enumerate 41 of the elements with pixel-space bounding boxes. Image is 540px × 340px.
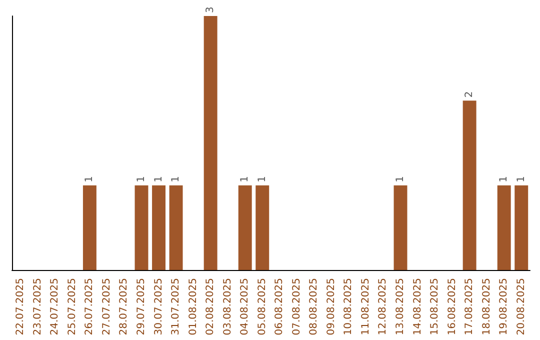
x-tick-label: 11.08.2025 xyxy=(360,278,372,336)
data-label: 2 xyxy=(464,91,476,98)
x-tick-label: 27.07.2025 xyxy=(101,278,112,336)
x-tick-label: 19.08.2025 xyxy=(498,278,510,336)
x-tick-label: 14.08.2025 xyxy=(412,278,424,336)
x-tick-label: 01.08.2025 xyxy=(188,278,199,336)
x-tick-label: 29.07.2025 xyxy=(136,278,147,336)
x-tick-label: 10.08.2025 xyxy=(343,278,354,336)
x-tick-label: 15.08.2025 xyxy=(430,278,441,336)
x-tick-label: 17.08.2025 xyxy=(464,278,476,336)
data-label: 1 xyxy=(84,176,96,182)
x-tick-label: 23.07.2025 xyxy=(32,278,44,336)
x-tick-label: 31.07.2025 xyxy=(170,278,182,336)
data-label: 1 xyxy=(240,176,251,182)
x-tick-label: 03.08.2025 xyxy=(222,278,234,336)
x-tick-label: 25.07.2025 xyxy=(66,278,78,336)
x-tick-label: 07.08.2025 xyxy=(291,278,302,336)
x-tick-label: 09.08.2025 xyxy=(326,278,337,336)
x-tick-label: 13.08.2025 xyxy=(395,278,406,336)
x-tick-label: 04.08.2025 xyxy=(240,278,251,336)
x-tick-label: 16.08.2025 xyxy=(446,278,458,336)
x-tick-label: 02.08.2025 xyxy=(205,278,216,336)
data-label: 1 xyxy=(170,176,182,182)
x-tick-label: 20.08.2025 xyxy=(516,278,527,336)
x-tick-label: 24.07.2025 xyxy=(50,278,61,336)
x-tick-label: 28.07.2025 xyxy=(118,278,130,336)
x-tick-label: 05.08.2025 xyxy=(256,278,268,336)
x-tick-label: 26.07.2025 xyxy=(84,278,96,336)
data-label: 3 xyxy=(205,6,216,13)
x-tick-label: 12.08.2025 xyxy=(378,278,389,336)
data-label: 1 xyxy=(395,176,406,182)
data-label: 1 xyxy=(153,176,164,182)
x-tick-label: 30.07.2025 xyxy=(153,278,164,336)
x-tick-label: 08.08.2025 xyxy=(308,278,320,336)
data-label: 1 xyxy=(498,176,510,182)
x-tick-label: 22.07.2025 xyxy=(15,278,26,336)
data-label: 1 xyxy=(256,176,268,182)
data-label: 1 xyxy=(136,176,147,182)
x-tick-label: 18.08.2025 xyxy=(481,278,492,336)
x-tick-label: 06.08.2025 xyxy=(274,278,286,336)
data-label: 1 xyxy=(516,176,527,182)
